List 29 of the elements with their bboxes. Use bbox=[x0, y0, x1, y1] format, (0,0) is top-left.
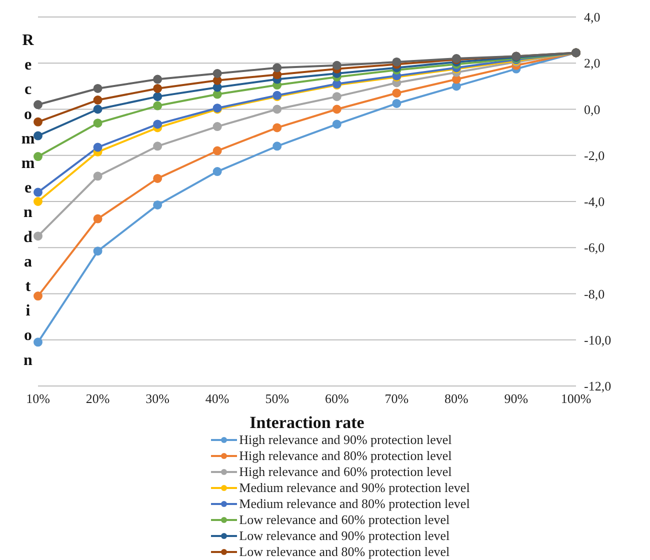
text: Recommendation bbox=[21, 32, 35, 369]
legend-label: Low relevance and 80% protection level bbox=[239, 544, 450, 560]
legend-label: High relevance and 60% protection level bbox=[239, 464, 452, 480]
y-tick-label: 4,0 bbox=[584, 10, 600, 25]
y-tick-label: -2,0 bbox=[584, 148, 605, 163]
legend-label: High relevance and 90% protection level bbox=[239, 432, 452, 448]
y-tick-label: -6,0 bbox=[584, 240, 605, 256]
legend-label: Low relevance and 60% protection level bbox=[239, 512, 450, 528]
legend-label: Medium relevance and 90% protection level bbox=[239, 480, 470, 496]
x-tick-label: 100% bbox=[560, 391, 592, 406]
y-tick-label: -10,0 bbox=[584, 332, 612, 348]
x-tick-label: 70% bbox=[384, 391, 409, 406]
y-tick-label: 2,0 bbox=[584, 56, 600, 71]
legend-label: Medium relevance and 80% protection level bbox=[239, 496, 470, 512]
x-tick-label: 90% bbox=[504, 391, 528, 406]
legend-label: Low relevance and 90% protection level bbox=[239, 528, 450, 544]
x-axis-title: Interaction rate bbox=[250, 413, 365, 432]
y-tick-label: -8,0 bbox=[584, 286, 605, 302]
y-tick-label: 0,0 bbox=[584, 102, 600, 117]
x-tick-label: 80% bbox=[444, 391, 469, 406]
legend-label: High relevance and 80% protection level bbox=[239, 448, 452, 464]
x-tick-label: 50% bbox=[265, 391, 290, 406]
x-tick-label: 20% bbox=[86, 391, 110, 406]
x-tick-label: 40% bbox=[205, 391, 230, 406]
x-tick-label: 10% bbox=[26, 391, 50, 406]
x-tick-label: 60% bbox=[324, 391, 349, 406]
x-tick-label: 30% bbox=[146, 391, 170, 406]
y-tick-label: -4,0 bbox=[584, 194, 605, 210]
y-tick-label: -12,0 bbox=[584, 378, 612, 394]
